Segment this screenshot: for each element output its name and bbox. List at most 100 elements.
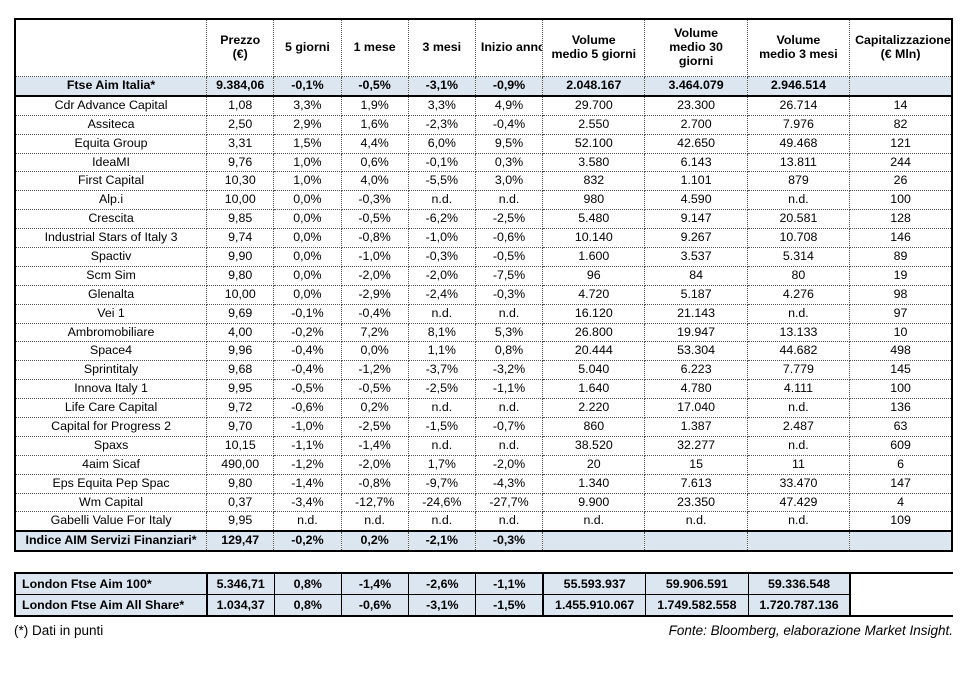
- row-1-mese: 1,6%: [340, 114, 409, 135]
- row-5-giorni: 0,0%: [273, 190, 342, 211]
- column-header-name: [15, 18, 208, 77]
- row-5-giorni: 3,3%: [273, 95, 342, 116]
- row-volume-5-giorni: 96: [542, 265, 646, 286]
- london-row-volume-30-giorni: 1.749.582.558: [645, 594, 749, 617]
- index-inizio-anno: -0,9%: [474, 76, 544, 97]
- row-capitalizzazione: 145: [849, 360, 953, 381]
- table-row: Vei 1 9,69 -0,1% -0,4% n.d. n.d. 16.120 21.143 n…: [14, 303, 953, 324]
- row-name: First Capital: [14, 171, 208, 192]
- row-1-mese: 4,4%: [340, 133, 409, 154]
- index-bottom-prezzo: 129,47: [206, 530, 275, 552]
- row-volume-30-giorni: 6.143: [644, 152, 748, 173]
- row-5-giorni: -1,0%: [273, 417, 342, 437]
- row-capitalizzazione: 146: [849, 228, 953, 249]
- column-header-volume-medio-3-mesi: Volume medio 3 mesi: [746, 18, 851, 77]
- row-inizio-anno: -0,3%: [474, 284, 544, 305]
- row-prezzo: 9,95: [206, 511, 275, 532]
- row-inizio-anno: -3,2%: [474, 360, 544, 381]
- row-5-giorni: -0,5%: [273, 379, 342, 400]
- row-3-mesi: -5,5%: [407, 171, 476, 192]
- row-3-mesi: 3,3%: [407, 95, 476, 116]
- row-volume-5-giorni: 20.444: [542, 341, 646, 362]
- row-volume-5-giorni: 10.140: [542, 228, 646, 249]
- index-row-ftse-aim-italia: Ftse Aim Italia* 9.384,06 -0,1% -0,5% -3…: [14, 76, 953, 97]
- table-row: Crescita 9,85 0,0% -0,5% -6,2% -2,5% 5.480 9.14…: [14, 209, 953, 230]
- row-1-mese: -0,5%: [340, 379, 409, 400]
- row-1-mese: -1,4%: [340, 435, 409, 456]
- row-volume-30-giorni: 32.277: [644, 435, 748, 456]
- header-vol3m-line1: Volume: [776, 33, 821, 48]
- row-1-mese: 4,0%: [340, 171, 409, 192]
- header-cap-line1: Capitalizzazione: [855, 33, 951, 48]
- row-prezzo: 9,74: [206, 228, 275, 249]
- row-3-mesi: -0,3%: [407, 247, 476, 267]
- index-bottom-inizio-anno: -0,3%: [474, 530, 544, 552]
- table-row: Equita Group 3,31 1,5% 4,4% 6,0% 9,5% 52.100 42…: [14, 133, 953, 154]
- row-1-mese: -2,5%: [340, 417, 409, 437]
- row-prezzo: 9,90: [206, 247, 275, 267]
- row-volume-3-mesi: 47.429: [746, 492, 851, 513]
- column-header-5-giorni: 5 giorni: [273, 18, 342, 77]
- row-1-mese: -0,8%: [340, 473, 409, 494]
- row-3-mesi: -1,5%: [407, 417, 476, 437]
- london-row-volume-3-mesi: 59.336.548: [747, 572, 851, 596]
- row-volume-3-mesi: 13.133: [746, 322, 851, 343]
- row-volume-3-mesi: 33.470: [746, 473, 851, 494]
- row-1-mese: 0,0%: [340, 341, 409, 362]
- row-volume-30-giorni: 84: [644, 265, 748, 286]
- row-volume-3-mesi: 7.779: [746, 360, 851, 381]
- row-volume-3-mesi: n.d.: [746, 398, 851, 419]
- row-volume-3-mesi: 4.276: [746, 284, 851, 305]
- row-volume-5-giorni: n.d.: [542, 511, 646, 532]
- london-row-5-giorni: 0,8%: [273, 572, 342, 596]
- row-capitalizzazione: 98: [849, 284, 953, 305]
- row-prezzo: 9,96: [206, 341, 275, 362]
- london-row-volume-5-giorni: 1.455.910.067: [542, 594, 647, 617]
- row-capitalizzazione: 82: [849, 114, 953, 135]
- row-inizio-anno: 9,5%: [474, 133, 544, 154]
- table-row: 4aim Sicaf 490,00 -1,2% -2,0% 1,7% -2,0% 20 15 1…: [14, 454, 953, 475]
- row-name: Scm Sim: [14, 265, 208, 286]
- row-inizio-anno: -0,6%: [474, 228, 544, 249]
- row-volume-3-mesi: 20.581: [746, 209, 851, 230]
- row-capitalizzazione: 609: [849, 435, 953, 456]
- london-row-5-giorni: 0,8%: [273, 594, 342, 617]
- row-prezzo: 4,00: [206, 322, 275, 343]
- row-volume-5-giorni: 2.220: [542, 398, 646, 419]
- row-prezzo: 9,80: [206, 473, 275, 494]
- table-row: Assiteca 2,50 2,9% 1,6% -2,3% -0,4% 2.550 2.700…: [14, 114, 953, 135]
- row-3-mesi: 6,0%: [407, 133, 476, 154]
- row-volume-3-mesi: 11: [746, 454, 851, 475]
- row-prezzo: 10,00: [206, 284, 275, 305]
- header-row: Prezzo (€) 5 giorni 1 mese 3 mesi Inizio…: [15, 18, 952, 77]
- table-row: Spactiv 9,90 0,0% -1,0% -0,3% -0,5% 1.600 3.537…: [14, 247, 953, 267]
- header-prezzo-line1: Prezzo: [220, 33, 261, 48]
- row-name: Capital for Progress 2: [14, 417, 208, 437]
- row-volume-30-giorni: 7.613: [644, 473, 748, 494]
- row-volume-5-giorni: 52.100: [542, 133, 646, 154]
- row-3-mesi: -1,0%: [407, 228, 476, 249]
- row-prezzo: 9,76: [206, 152, 275, 173]
- row-3-mesi: n.d.: [407, 435, 476, 456]
- row-5-giorni: 1,0%: [273, 171, 342, 192]
- row-prezzo: 3,31: [206, 133, 275, 154]
- row-volume-30-giorni: 53.304: [644, 341, 748, 362]
- row-5-giorni: -1,1%: [273, 435, 342, 456]
- row-inizio-anno: -2,0%: [474, 454, 544, 475]
- row-volume-30-giorni: 15: [644, 454, 748, 475]
- row-volume-3-mesi: 2.487: [746, 417, 851, 437]
- row-5-giorni: -0,4%: [273, 341, 342, 362]
- london-row-capitalizzazione: [849, 573, 953, 595]
- row-volume-30-giorni: 42.650: [644, 133, 748, 154]
- row-5-giorni: n.d.: [273, 511, 342, 532]
- row-volume-30-giorni: 1.101: [644, 171, 748, 192]
- row-1-mese: -2,0%: [340, 265, 409, 286]
- table-row: Ambromobiliare 4,00 -0,2% 7,2% 8,1% 5,3% 26.80…: [14, 322, 953, 343]
- column-header-prezzo: Prezzo (€): [206, 18, 275, 77]
- row-volume-5-giorni: 26.800: [542, 322, 646, 343]
- row-prezzo: 10,30: [206, 171, 275, 192]
- table-row: Gabelli Value For Italy 9,95 n.d. n.d. n.d. n…: [14, 511, 953, 532]
- row-volume-5-giorni: 20: [542, 454, 646, 475]
- row-3-mesi: -24,6%: [407, 492, 476, 513]
- row-inizio-anno: 5,3%: [474, 322, 544, 343]
